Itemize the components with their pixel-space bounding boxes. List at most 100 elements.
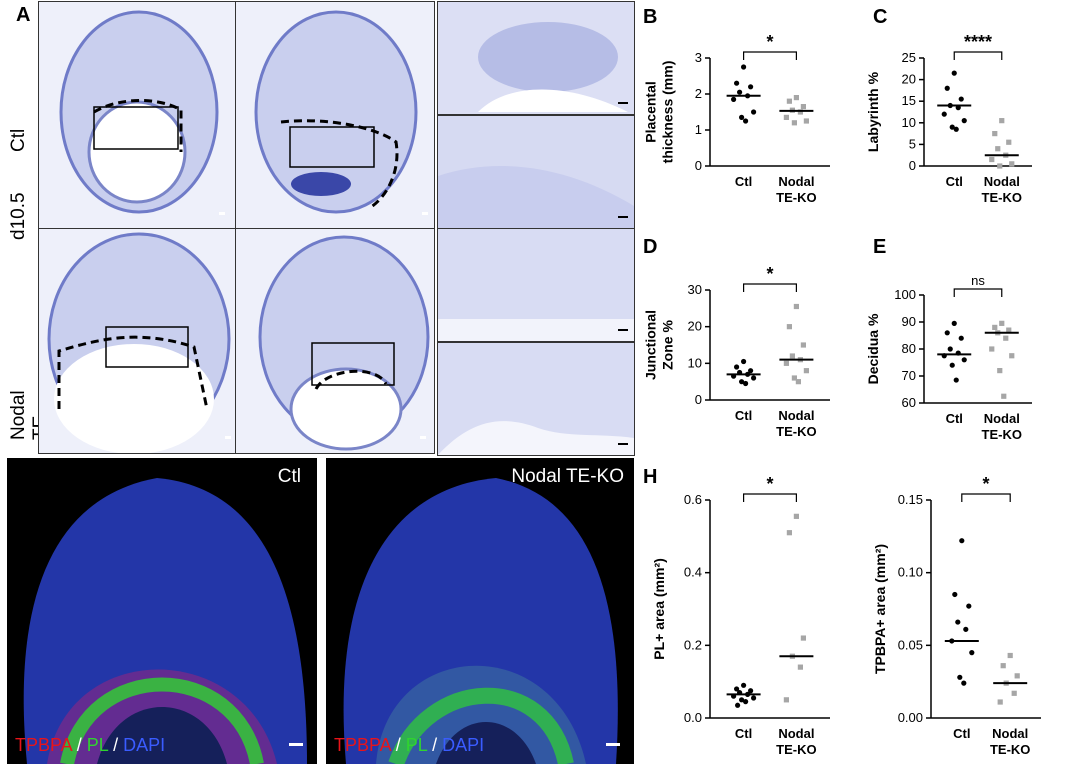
y-tick-label: 0.10 [898, 565, 923, 580]
data-point-ctl [743, 118, 749, 124]
data-point-ko [789, 353, 795, 359]
y-tick-label: 25 [902, 50, 916, 65]
y-tick-label: 10 [688, 355, 702, 370]
data-point-ctl [953, 126, 959, 132]
data-point-ko [786, 530, 792, 536]
data-point-ctl [963, 626, 969, 632]
data-point-ctl [739, 697, 745, 703]
data-point-ko [1014, 673, 1020, 679]
data-point-ctl [734, 80, 740, 86]
data-point-ko [783, 360, 789, 366]
histology-zoom-ctl-1-drawing [438, 2, 634, 114]
data-point-ko [1006, 327, 1012, 333]
fluorescence-ko-title: Nodal TE-KO [511, 466, 624, 487]
panel-label-e: E [873, 236, 887, 258]
panel-label-d: D [643, 236, 658, 258]
y-axis-title: TPBPA+ area (mm²) [872, 544, 888, 674]
data-point-ko [1007, 652, 1013, 659]
data-point-ctl [944, 85, 950, 91]
legend-sep-1: / [71, 735, 87, 755]
histology-zoom-ko-1-drawing [438, 229, 634, 341]
x-tick-label: TE-KO [982, 427, 1022, 442]
y-axis-title-line: TPBPA+ area (mm²) [872, 544, 888, 674]
chart-b: 0 1 2 3 Placental thickness (mm) Ctl NodalTE-KO… [643, 32, 830, 205]
x-tick-label: Ctl [946, 411, 963, 426]
data-point-ctl [741, 682, 747, 688]
significance-label: * [766, 474, 773, 494]
histology-ko-1-drawing [47, 232, 231, 453]
y-axis-title-line: Placental [643, 81, 659, 142]
data-point-ko [1009, 161, 1015, 167]
legend-sep-2: / [427, 735, 443, 755]
y-axis-title: Decidua % [868, 313, 881, 384]
y-tick-label: 3 [695, 50, 702, 65]
histology-ctl-1-drawing [59, 10, 225, 215]
significance-label: **** [964, 32, 992, 52]
data-point-ko [1011, 690, 1017, 696]
x-tick-label: TE-KO [990, 742, 1030, 757]
data-point-ctl [961, 357, 967, 363]
data-point-ko [999, 118, 1005, 124]
y-tick-label: 60 [902, 395, 916, 410]
data-point-ko [795, 379, 801, 385]
legend-pl: PL [405, 735, 428, 755]
data-point-ko [989, 156, 995, 163]
y-tick-label: 20 [688, 319, 702, 334]
panel-label-b: B [643, 6, 658, 28]
y-tick-label: 0 [909, 158, 916, 173]
histology-ctl-2 [235, 1, 435, 229]
x-tick-label: Nodal [778, 174, 814, 189]
data-point-ctl [751, 375, 757, 381]
y-axis-title: Junctional Zone % [643, 310, 676, 380]
data-point-ko [992, 131, 998, 137]
data-point-ko [793, 513, 799, 519]
data-point-ctl [731, 96, 737, 102]
data-point-ko [786, 98, 792, 104]
data-point-ko [791, 120, 797, 126]
data-point-ko [783, 697, 789, 703]
data-point-ko [786, 324, 792, 330]
panel-label-a: A [16, 4, 31, 26]
histology-ko-1 [38, 228, 236, 454]
fluorescence-ko-legend: TPBPA / PL / DAPI [334, 735, 484, 756]
fluorescence-ctl-title: Ctl [277, 466, 301, 487]
data-point-ctl [966, 603, 972, 609]
x-tick-label: TE-KO [776, 190, 816, 205]
histology-ctl-1 [38, 1, 236, 229]
scale-bar-ctl [289, 743, 303, 746]
stage-label: d10.5 [8, 192, 29, 240]
panel-label-c: C [873, 6, 888, 28]
x-tick-label: Ctl [946, 174, 963, 189]
panel-label-h: H [643, 466, 658, 488]
x-tick-label: Nodal [778, 726, 814, 741]
data-point-ctl [958, 96, 964, 102]
fluorescence-ctl-drawing [7, 458, 317, 764]
data-point-ko [800, 635, 806, 641]
y-axis-title: Placental thickness (mm) [643, 61, 676, 164]
data-point-ko [997, 163, 1003, 169]
data-point-ko [800, 342, 806, 348]
y-tick-label: 0.4 [684, 565, 702, 580]
histology-zoom-ctl-2-drawing [438, 116, 634, 228]
data-point-ctl [741, 358, 747, 365]
data-point-ctl [748, 688, 754, 694]
significance-bracket [743, 51, 797, 60]
legend-dapi: DAPI [442, 735, 485, 755]
histology-ctl-2-drawing [254, 10, 428, 215]
data-point-ctl [957, 674, 963, 680]
histology-zoom-ko-2-drawing [438, 343, 634, 455]
data-point-ctl [739, 379, 745, 385]
y-axis-title-line: Junctional [643, 310, 659, 380]
data-point-ko [1009, 353, 1015, 359]
significance-bracket [953, 51, 1003, 60]
scale-bar-ko [606, 743, 620, 746]
legend-tpbpa: TPBPA [334, 735, 391, 755]
significance-bracket [743, 283, 797, 292]
y-tick-label: 70 [902, 368, 916, 383]
fluorescence-ctl-legend: TPBPA / PL / DAPI [15, 735, 165, 756]
data-point-ko [797, 109, 803, 115]
y-axis-title-line: Labyrinth % [868, 71, 881, 152]
data-point-ko [997, 699, 1003, 705]
